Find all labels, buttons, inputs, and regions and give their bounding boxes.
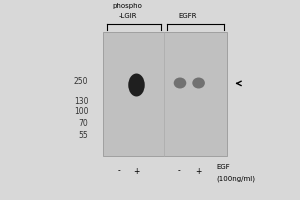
Text: -: - bbox=[177, 166, 180, 176]
Text: EGF: EGF bbox=[216, 164, 230, 170]
Ellipse shape bbox=[174, 77, 186, 88]
Text: -: - bbox=[117, 166, 120, 176]
Text: +: + bbox=[195, 166, 201, 176]
Text: 55: 55 bbox=[79, 130, 88, 140]
Text: (100ng/ml): (100ng/ml) bbox=[216, 176, 255, 182]
Text: +: + bbox=[133, 166, 140, 176]
Text: EGFR: EGFR bbox=[178, 13, 197, 19]
Text: 70: 70 bbox=[79, 118, 88, 128]
Text: phospho: phospho bbox=[112, 3, 142, 9]
Text: 100: 100 bbox=[74, 106, 88, 116]
Text: -LGIR: -LGIR bbox=[118, 13, 137, 19]
Ellipse shape bbox=[192, 77, 205, 88]
Bar bbox=[103, 32, 226, 156]
Ellipse shape bbox=[128, 74, 145, 97]
Text: 250: 250 bbox=[74, 76, 88, 86]
Text: 130: 130 bbox=[74, 97, 88, 106]
